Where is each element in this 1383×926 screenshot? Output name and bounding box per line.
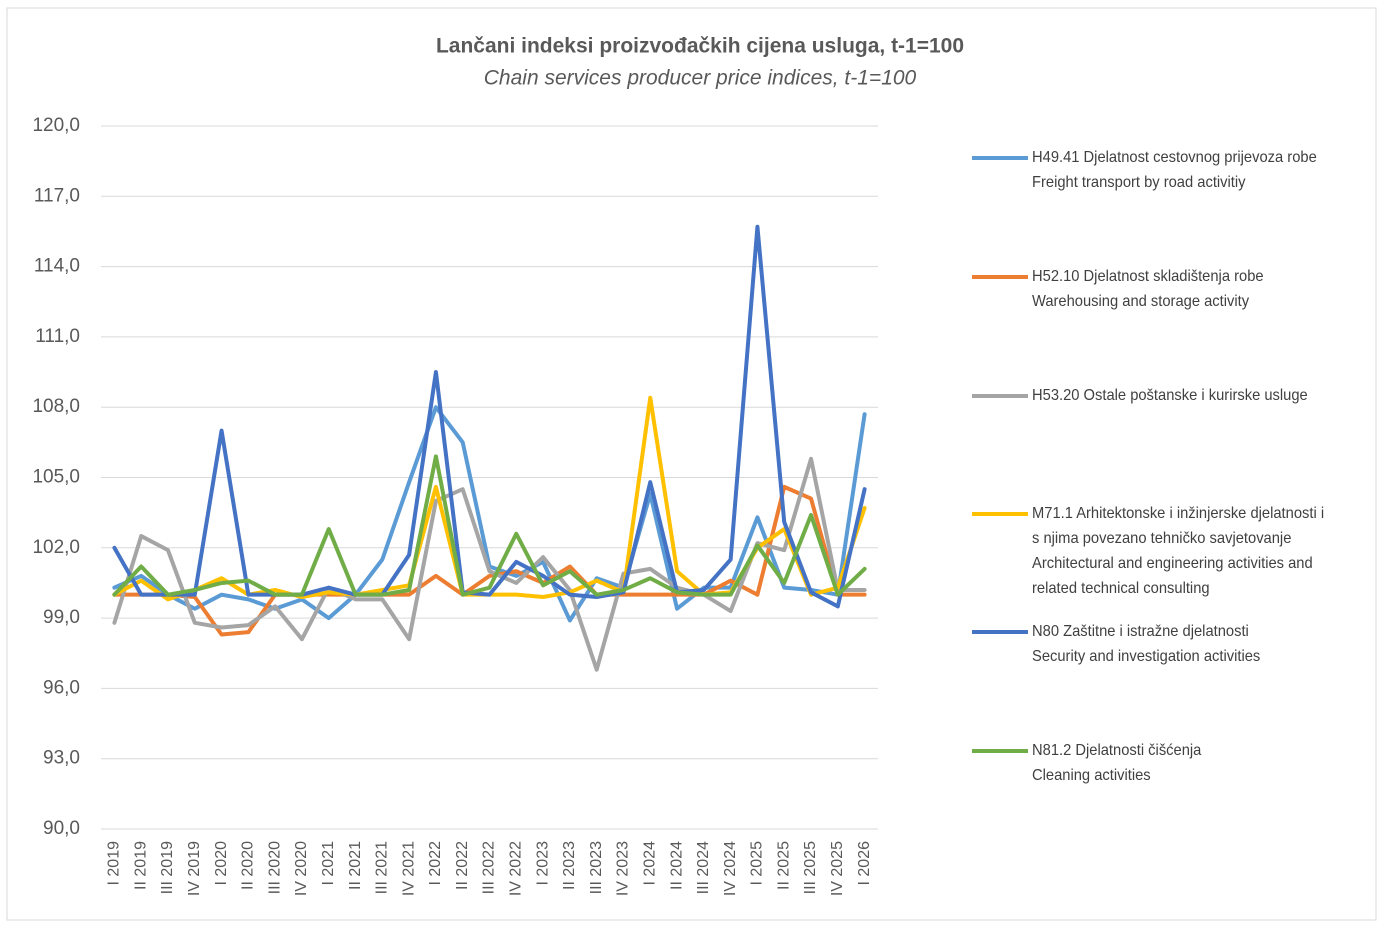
y-tick-label: 108,0	[32, 396, 80, 417]
y-tick-label: 120,0	[32, 115, 80, 136]
x-tick-label: III 2023	[588, 841, 605, 894]
chart-title: Lančani indeksi proizvođačkih cijena usl…	[436, 35, 964, 58]
x-tick-label: I 2023	[534, 841, 551, 886]
x-tick-label: III 2025	[802, 841, 819, 894]
x-tick-label: III 2021	[374, 841, 391, 894]
x-tick-label: I 2019	[106, 841, 123, 886]
x-tick-label: I 2026	[856, 841, 873, 886]
x-tick-label: IV 2020	[293, 841, 310, 896]
series-line	[112, 456, 867, 672]
y-tick-label: 111,0	[35, 326, 80, 347]
y-tick-label: 96,0	[43, 677, 80, 698]
x-tick-label: II 2021	[347, 841, 364, 890]
x-tick-label: III 2020	[266, 841, 283, 894]
y-tick-label: 102,0	[32, 537, 80, 558]
x-tick-label: IV 2025	[829, 841, 846, 896]
chart-subtitle: Chain services producer price indices, t…	[484, 67, 917, 90]
series-line	[112, 224, 867, 609]
x-tick-label: III 2019	[159, 841, 176, 894]
x-tick-label: II 2025	[775, 841, 792, 890]
x-tick-label: II 2019	[132, 841, 149, 890]
y-tick-label: 99,0	[43, 607, 80, 628]
x-tick-label: I 2022	[427, 841, 444, 886]
legend-label: N81.2 Djelatnosti čišćenja Cleaning acti…	[1032, 742, 1202, 784]
legend-label: M71.1 Arhitektonske i inžinjerske djelat…	[1032, 505, 1325, 597]
x-tick-label: IV 2019	[186, 841, 203, 896]
y-tick-label: 114,0	[34, 256, 80, 277]
x-tick-label: II 2024	[668, 841, 685, 890]
legend-label: H53.20 Ostale poštanske i kurirske uslug…	[1032, 387, 1308, 404]
series-line	[112, 454, 867, 597]
x-tick-label: III 2024	[695, 841, 712, 894]
x-tick-label: IV 2022	[508, 841, 525, 896]
x-tick-label: II 2020	[240, 841, 257, 890]
x-tick-label: I 2025	[749, 841, 766, 886]
x-tick-label: IV 2021	[400, 841, 417, 896]
y-tick-label: 117,0	[34, 185, 80, 206]
y-tick-label: 90,0	[43, 818, 80, 839]
x-tick-label: II 2023	[561, 841, 578, 890]
x-tick-label: I 2020	[213, 841, 230, 886]
y-tick-label: 105,0	[32, 467, 80, 488]
legend-label: H52.10 Djelatnost skladištenja robe Ware…	[1032, 268, 1264, 310]
x-tick-label: II 2022	[454, 841, 471, 890]
x-tick-label: I 2024	[641, 841, 658, 886]
chart-frame	[6, 7, 1377, 921]
y-tick-label: 93,0	[43, 748, 80, 769]
legend-label: N80 Zaštitne i istražne djelatnosti Secu…	[1032, 623, 1261, 665]
legend-label: H49.41 Djelatnost cestovnog prijevoza ro…	[1032, 149, 1317, 191]
x-tick-label: III 2022	[481, 841, 498, 894]
x-tick-label: IV 2024	[722, 841, 739, 896]
x-tick-label: IV 2023	[615, 841, 632, 896]
x-tick-label: I 2021	[320, 841, 337, 886]
